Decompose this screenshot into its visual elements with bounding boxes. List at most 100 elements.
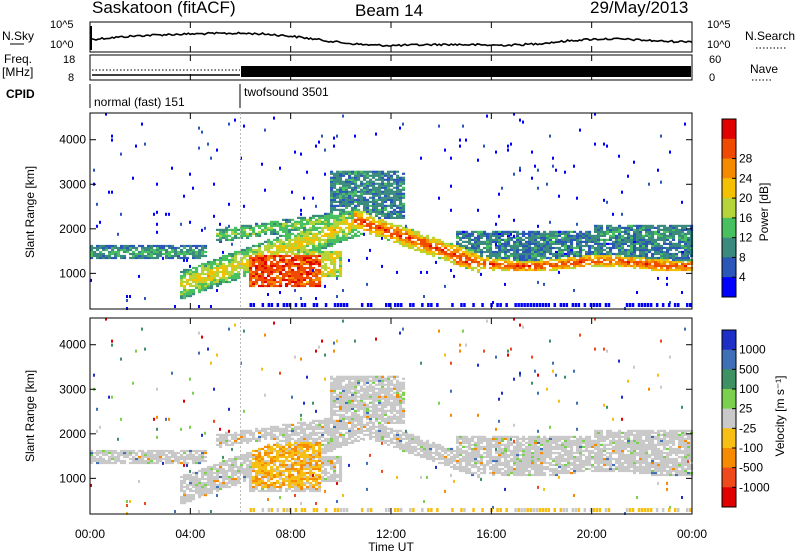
velocity-cell (255, 480, 258, 482)
velocity-cell (129, 462, 132, 464)
power-cell (399, 199, 402, 201)
power-cell (489, 237, 492, 239)
power-cell (168, 255, 171, 257)
velocity-cell (291, 478, 294, 480)
power-cell (496, 303, 499, 307)
power-cell (645, 251, 648, 253)
velocity-cell (264, 430, 267, 432)
power-cell (264, 227, 267, 229)
velocity-cell (288, 456, 291, 458)
velocity-cell (198, 484, 201, 486)
power-cell (255, 249, 258, 251)
power-cell (258, 235, 261, 237)
power-cell (507, 245, 510, 247)
power-cell (363, 171, 366, 173)
power-cell (612, 229, 615, 231)
power-cell (204, 267, 207, 269)
power-cell (195, 253, 198, 255)
velocity-cell (300, 486, 303, 488)
power-cell (603, 255, 606, 257)
power-cell (339, 173, 342, 175)
power-cell (333, 209, 336, 211)
velocity-cell (291, 480, 294, 482)
velocity-cell (231, 476, 234, 478)
velocity-cell (273, 486, 276, 488)
power-cell (675, 229, 678, 231)
power-cell (339, 205, 342, 207)
velocity-cell (183, 464, 185, 467)
power-cell (243, 253, 246, 255)
power-cell (471, 269, 474, 271)
power-cell (387, 211, 390, 213)
power-cell (291, 229, 294, 231)
velocity-cell (102, 462, 105, 464)
power-cell (291, 233, 294, 235)
power-cell (540, 235, 543, 237)
power-cell (498, 243, 501, 245)
power-cell (300, 235, 303, 237)
power-cell (552, 255, 555, 257)
power-cell (618, 249, 621, 251)
power-cell (267, 251, 270, 253)
power-cell (333, 201, 336, 203)
power-cell (123, 251, 126, 253)
power-cell (381, 227, 384, 229)
power-cell (537, 263, 540, 265)
power-cell (609, 239, 612, 241)
velocity-cell (192, 486, 195, 488)
velocity-cell (171, 372, 173, 375)
power-cell (471, 235, 474, 237)
velocity-cell (264, 452, 267, 454)
power-cell (333, 187, 336, 189)
power-cell (234, 257, 237, 259)
power-cell (342, 229, 345, 231)
power-cell (231, 269, 234, 271)
power-cell (516, 253, 519, 255)
velocity-cell (189, 500, 192, 502)
power-cell (375, 235, 378, 237)
velocity-cell (231, 438, 234, 440)
power-cell (510, 245, 513, 247)
power-cell (312, 249, 315, 251)
power-cell (579, 243, 582, 245)
velocity-cell (225, 478, 228, 480)
velocity-cell (234, 472, 237, 474)
power-cell (234, 253, 237, 255)
power-cell (645, 253, 648, 255)
power-cell (363, 185, 366, 187)
power-cell (252, 227, 255, 229)
power-cell (618, 227, 621, 229)
power-cell (642, 243, 645, 245)
power-cell (396, 187, 399, 189)
power-cell (558, 231, 561, 233)
power-cell (372, 185, 375, 187)
power-cell (654, 269, 657, 271)
velocity-cell (243, 474, 246, 476)
power-cell (249, 249, 252, 251)
power-cell (234, 119, 236, 122)
power-cell (468, 233, 471, 235)
velocity-cell (303, 436, 306, 438)
power-cell (396, 171, 399, 173)
power-cell (213, 283, 216, 285)
power-cell (282, 255, 285, 257)
velocity-cell (291, 456, 294, 458)
velocity-cell (237, 456, 240, 458)
power-cell (552, 157, 554, 160)
power-cell (384, 183, 387, 185)
power-cell (486, 241, 489, 243)
power-cell (474, 241, 477, 243)
power-cell (399, 241, 402, 243)
power-cell (399, 217, 402, 219)
power-cell (624, 231, 627, 233)
power-cell (657, 263, 660, 265)
power-cell (249, 281, 252, 283)
power-cell (264, 267, 267, 269)
power-cell (258, 275, 261, 277)
velocity-cell (186, 496, 189, 498)
velocity-cell (270, 438, 273, 440)
power-cell (525, 233, 528, 235)
velocity-cell (222, 478, 225, 480)
velocity-cell (186, 474, 189, 476)
